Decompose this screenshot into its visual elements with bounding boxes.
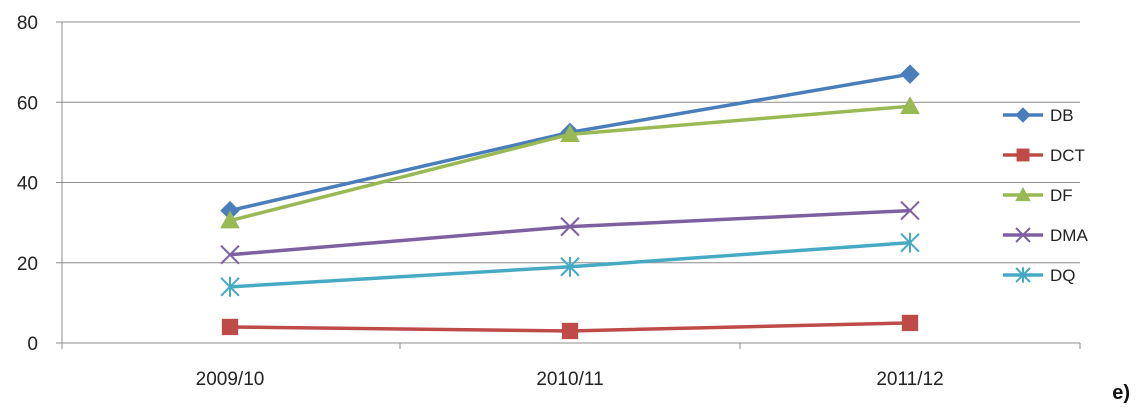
- legend-marker-df: [1015, 186, 1031, 202]
- y-tick-label: 20: [17, 254, 38, 275]
- data-point-df: [220, 210, 240, 229]
- data-point-dct: [221, 318, 239, 336]
- data-point-dq: [220, 276, 240, 297]
- legend-item-df: DF: [1003, 186, 1073, 205]
- legend-marker-dq: [1015, 267, 1031, 283]
- legend-marker-dma: [1015, 227, 1031, 243]
- x-tick-label: 2011/12: [876, 369, 943, 390]
- legend-marker-db: [1015, 107, 1031, 123]
- y-axis-ticks: 0 20 40 60 80: [17, 13, 38, 355]
- x-axis-ticks: 2009/10 2010/11 2011/12: [196, 369, 944, 390]
- y-tick-label: 40: [17, 174, 38, 195]
- data-point-dq: [900, 232, 920, 253]
- series-line-db: [229, 72, 911, 213]
- data-point-dma: [220, 245, 240, 265]
- data-point-dct: [901, 314, 919, 332]
- series-df: [220, 96, 920, 229]
- series-lines: [220, 64, 920, 340]
- series-dma: [220, 200, 920, 265]
- series-line-dma: [229, 208, 911, 257]
- panel-label: e): [1112, 382, 1130, 404]
- legend-label-db: DB: [1050, 106, 1074, 125]
- legend-label-dma: DMA: [1050, 226, 1088, 245]
- data-point-dct: [561, 322, 579, 340]
- legend-item-dq: DQ: [1003, 266, 1076, 285]
- y-tick-label: 0: [27, 334, 38, 355]
- series-dq: [220, 232, 920, 297]
- series-dct: [221, 314, 919, 340]
- data-point-dq: [560, 256, 580, 277]
- data-point-dma: [560, 216, 580, 237]
- data-point-db: [900, 64, 920, 84]
- legend-label-dq: DQ: [1050, 266, 1076, 285]
- legend-label-df: DF: [1050, 186, 1073, 205]
- y-tick-label: 60: [17, 93, 38, 114]
- y-tick-label: 80: [17, 13, 38, 34]
- legend-item-dma: DMA: [1003, 226, 1088, 245]
- legend: DB DCT DF DMA DQ: [1003, 106, 1088, 285]
- data-point-df: [560, 124, 580, 143]
- legend-item-dct: DCT: [1003, 146, 1085, 165]
- x-tick-label: 2010/11: [536, 369, 603, 390]
- legend-label-dct: DCT: [1050, 146, 1085, 165]
- legend-item-db: DB: [1003, 106, 1074, 125]
- x-tick-label: 2009/10: [196, 369, 265, 390]
- legend-marker-dct: [1016, 148, 1030, 162]
- axes: [56, 21, 1081, 349]
- data-point-df: [900, 96, 920, 114]
- data-point-dma: [900, 200, 920, 221]
